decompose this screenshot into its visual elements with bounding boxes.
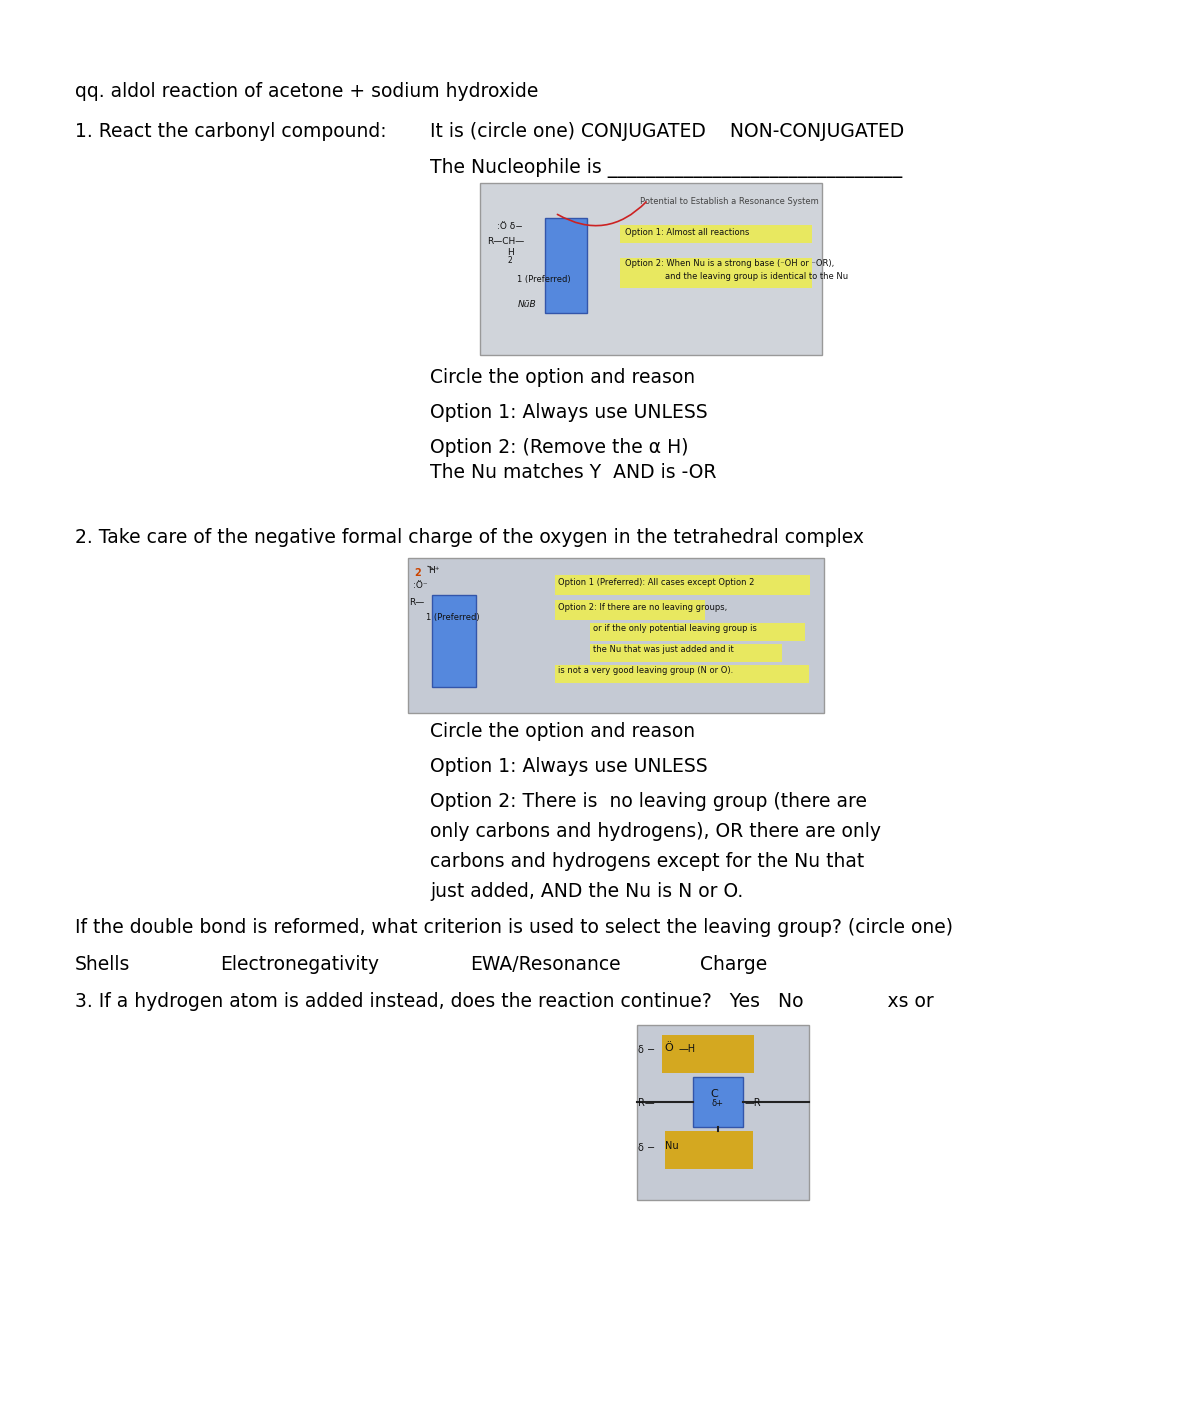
Text: EWA/Resonance: EWA/Resonance (470, 955, 620, 975)
FancyBboxPatch shape (554, 575, 810, 595)
Text: only carbons and hydrogens), OR there are only: only carbons and hydrogens), OR there ar… (430, 822, 881, 841)
Text: R—CH—: R—CH— (487, 237, 524, 245)
Text: δ −: δ − (638, 1045, 655, 1055)
Text: It is (circle one) CONJUGATED    NON-CONJUGATED: It is (circle one) CONJUGATED NON-CONJUG… (430, 121, 905, 141)
Text: Nu: Nu (665, 1142, 679, 1152)
Text: 1 (Preferred): 1 (Preferred) (426, 614, 480, 622)
FancyBboxPatch shape (620, 225, 812, 243)
Text: Charge: Charge (700, 955, 767, 975)
Text: Option 2: (Remove the α H): Option 2: (Remove the α H) (430, 438, 689, 457)
Text: the Nu that was just added and it: the Nu that was just added and it (593, 645, 733, 654)
Text: Circle the option and reason: Circle the option and reason (430, 722, 695, 741)
Text: R—: R— (409, 598, 425, 606)
Text: —R: —R (745, 1097, 762, 1107)
Text: —H: —H (679, 1045, 696, 1055)
FancyBboxPatch shape (480, 183, 822, 355)
Text: The Nucleophile is _______________________________: The Nucleophile is _____________________… (430, 158, 902, 178)
Text: Circle the option and reason: Circle the option and reason (430, 368, 695, 387)
Text: The Nu matches Y  AND is -OR: The Nu matches Y AND is -OR (430, 462, 716, 482)
Text: :Ö δ−: :Ö δ− (497, 223, 523, 231)
Text: C: C (710, 1089, 718, 1099)
FancyBboxPatch shape (694, 1077, 743, 1127)
FancyBboxPatch shape (662, 1035, 754, 1073)
Text: 2: 2 (508, 255, 512, 265)
FancyBboxPatch shape (408, 558, 824, 714)
Text: or if the only potential leaving group is: or if the only potential leaving group i… (593, 624, 757, 634)
FancyBboxPatch shape (554, 665, 809, 684)
FancyBboxPatch shape (620, 258, 812, 288)
Text: :Ö⁻: :Ö⁻ (413, 581, 427, 589)
Text: R—: R— (638, 1097, 655, 1107)
Text: 2: 2 (414, 568, 421, 578)
Text: H⁺: H⁺ (428, 567, 439, 575)
Text: Option 2: There is  no leaving group (there are: Option 2: There is no leaving group (the… (430, 792, 866, 811)
Text: δ −: δ − (638, 1143, 655, 1153)
Text: NūB: NūB (518, 300, 536, 310)
Text: Option 1: Almost all reactions: Option 1: Almost all reactions (625, 228, 749, 237)
Text: Potential to Establish a Resonance System: Potential to Establish a Resonance Syste… (640, 197, 818, 205)
FancyBboxPatch shape (637, 1025, 809, 1200)
FancyBboxPatch shape (554, 599, 706, 619)
Text: 2. Take care of the negative formal charge of the oxygen in the tetrahedral comp: 2. Take care of the negative formal char… (74, 528, 864, 547)
Text: and the leaving group is identical to the Nu: and the leaving group is identical to th… (665, 273, 848, 281)
Text: 3. If a hydrogen atom is added instead, does the reaction continue?   Yes   No  : 3. If a hydrogen atom is added instead, … (74, 992, 934, 1010)
Text: δ+: δ+ (712, 1099, 724, 1107)
Text: 1. React the carbonyl compound:: 1. React the carbonyl compound: (74, 121, 386, 141)
Text: 1 (Preferred): 1 (Preferred) (517, 275, 571, 284)
Text: carbons and hydrogens except for the Nu that: carbons and hydrogens except for the Nu … (430, 852, 864, 870)
FancyBboxPatch shape (545, 218, 587, 313)
Text: Electronegativity: Electronegativity (220, 955, 379, 975)
Text: Option 2: When Nu is a strong base (⁻OH or ⁻OR),: Option 2: When Nu is a strong base (⁻OH … (625, 258, 834, 268)
Text: Ö: Ö (664, 1043, 673, 1053)
Text: Option 1 (Preferred): All cases except Option 2: Option 1 (Preferred): All cases except O… (558, 578, 755, 586)
Text: Shells: Shells (74, 955, 131, 975)
Text: Option 1: Always use UNLESS: Option 1: Always use UNLESS (430, 756, 708, 776)
Text: If the double bond is reformed, what criterion is used to select the leaving gro: If the double bond is reformed, what cri… (74, 918, 953, 938)
FancyBboxPatch shape (665, 1132, 754, 1169)
FancyBboxPatch shape (590, 624, 805, 641)
Text: just added, AND the Nu is N or O.: just added, AND the Nu is N or O. (430, 882, 743, 900)
Text: qq. aldol reaction of acetone + sodium hydroxide: qq. aldol reaction of acetone + sodium h… (74, 81, 539, 101)
FancyBboxPatch shape (590, 644, 782, 662)
Text: H: H (508, 248, 514, 257)
Text: Option 2: If there are no leaving groups,: Option 2: If there are no leaving groups… (558, 604, 727, 612)
Text: is not a very good leaving group (N or O).: is not a very good leaving group (N or O… (558, 666, 733, 675)
Text: Option 1: Always use UNLESS: Option 1: Always use UNLESS (430, 402, 708, 422)
FancyBboxPatch shape (432, 595, 476, 686)
